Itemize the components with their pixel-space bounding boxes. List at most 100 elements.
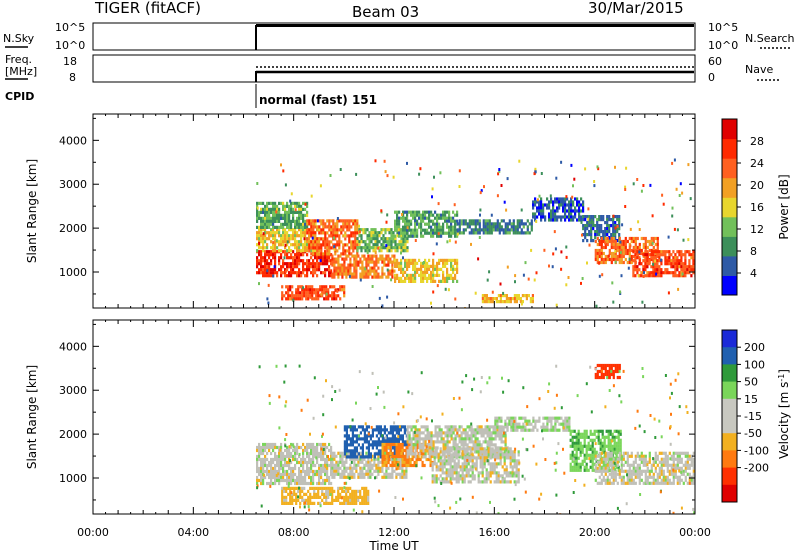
velocity-cell — [428, 437, 431, 441]
power-cell — [258, 246, 261, 250]
power-cell — [632, 250, 635, 254]
velocity-cell — [291, 495, 294, 499]
velocity-cell — [500, 440, 503, 444]
power-cell — [656, 274, 659, 278]
velocity-cell — [361, 469, 364, 473]
power-cell — [284, 228, 287, 232]
power-cell — [278, 268, 281, 272]
power-cell — [648, 262, 651, 266]
power-cell — [518, 231, 521, 235]
power-cell — [285, 269, 288, 273]
power-cell — [374, 234, 377, 238]
power-cell — [492, 222, 495, 226]
velocity-cell — [486, 425, 489, 429]
power-cell — [555, 176, 558, 180]
power-cell — [314, 262, 317, 266]
power-cell — [412, 213, 415, 217]
power-cell — [331, 294, 334, 298]
power-cell — [398, 219, 401, 223]
velocity-cell — [359, 489, 362, 493]
velocity-cell — [457, 459, 460, 463]
power-cell — [408, 225, 411, 229]
power-cell — [318, 249, 321, 253]
power-cell — [324, 250, 327, 254]
power-cell — [502, 228, 505, 232]
velocity-cell — [397, 472, 400, 476]
power-cell — [504, 225, 507, 229]
power-cell — [634, 253, 637, 257]
velocity-cell — [468, 452, 471, 456]
power-cell — [268, 256, 271, 260]
velocity-cell — [347, 425, 350, 429]
velocity-cell — [493, 453, 496, 457]
velocity-cell — [424, 449, 427, 453]
velocity-cell — [428, 452, 431, 456]
velocity-cell — [437, 477, 440, 481]
power-cell — [517, 297, 520, 301]
velocity-cell — [453, 471, 456, 475]
velocity-cell — [278, 451, 281, 456]
velocity-cell — [321, 489, 324, 493]
velocity-cell — [375, 425, 378, 429]
power-cell — [538, 209, 541, 213]
velocity-cell — [435, 462, 438, 466]
power-cell — [497, 172, 500, 176]
power-cell — [276, 204, 279, 208]
power-cell — [466, 225, 469, 229]
power-cell — [472, 219, 475, 223]
power-cell — [619, 251, 622, 255]
power-cell — [396, 213, 399, 217]
power-cell — [305, 285, 308, 289]
power-cell — [666, 268, 669, 272]
velocity-cell — [443, 456, 446, 460]
velocity-cell — [288, 475, 291, 480]
velocity-cell — [377, 469, 380, 473]
velocity-cell — [505, 471, 508, 475]
power-cell — [690, 256, 693, 260]
power-cell — [258, 225, 261, 229]
power-cell — [416, 219, 419, 223]
velocity-cell — [389, 428, 392, 432]
power-cell — [326, 262, 329, 266]
power-cell — [337, 272, 340, 276]
power-cell — [474, 225, 477, 229]
power-colorbar-tick-label: 28 — [750, 135, 764, 148]
velocity-cell — [345, 486, 348, 490]
velocity-cell — [301, 498, 304, 502]
power-cell — [533, 172, 536, 176]
power-cell — [363, 272, 366, 276]
power-cell — [381, 304, 384, 308]
power-colorbar-swatch — [722, 255, 737, 276]
velocity-cell — [455, 453, 458, 457]
power-cell — [314, 237, 317, 241]
power-cell — [360, 234, 363, 238]
power-cell — [608, 215, 611, 219]
velocity-cell — [343, 449, 346, 453]
velocity-cell — [335, 469, 338, 473]
velocity-cell — [471, 456, 474, 460]
power-cell — [548, 203, 551, 207]
velocity-cell — [333, 451, 336, 455]
power-cell — [349, 269, 352, 273]
velocity-cell — [361, 501, 364, 505]
power-cell — [330, 225, 333, 229]
power-cell — [274, 204, 277, 208]
power-cell — [335, 266, 338, 270]
velocity-cell — [488, 431, 491, 435]
power-cell — [264, 253, 267, 257]
velocity-cell — [426, 437, 429, 441]
power-cell — [527, 277, 530, 281]
velocity-cell — [339, 454, 342, 458]
velocity-cell — [412, 434, 415, 438]
power-cell — [464, 222, 467, 226]
velocity-cell — [270, 457, 273, 462]
power-cell — [446, 222, 449, 226]
power-cell — [672, 262, 675, 266]
power-cell — [556, 215, 559, 219]
velocity-cell — [475, 465, 478, 469]
velocity-cell — [285, 495, 288, 499]
power-cell — [276, 213, 279, 217]
power-cell — [262, 225, 265, 229]
power-cell — [371, 275, 374, 279]
velocity-cell — [339, 492, 342, 496]
